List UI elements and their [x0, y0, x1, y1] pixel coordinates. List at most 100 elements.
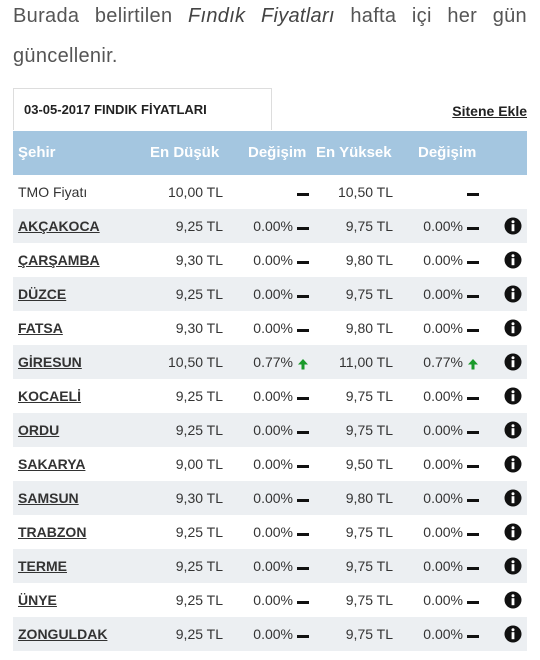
change-percent: 0.00%	[423, 490, 463, 506]
column-header: Değişim	[248, 144, 307, 161]
info-icon[interactable]	[504, 285, 522, 303]
trend-icon	[298, 359, 308, 370]
city-name[interactable]: DÜZCE	[18, 286, 67, 302]
change-percent: 0.77%	[253, 354, 293, 370]
city-name[interactable]: GİRESUN	[18, 354, 82, 370]
trend-icon	[297, 635, 309, 638]
trend-icon	[467, 635, 479, 638]
table-row: FATSA 9,30 TL 9,80 TL 0.00% 0.00%	[13, 311, 527, 345]
low-price: 9,00 TL	[175, 456, 223, 472]
info-icon[interactable]	[504, 319, 522, 337]
high-price: 9,75 TL	[345, 218, 393, 234]
info-icon[interactable]	[504, 455, 522, 473]
info-icon[interactable]	[504, 217, 522, 235]
info-icon[interactable]	[504, 387, 522, 405]
trend-icon	[467, 601, 479, 604]
change-percent: 0.00%	[253, 286, 293, 302]
high-price: 9,75 TL	[345, 422, 393, 438]
low-price: 9,25 TL	[175, 422, 223, 438]
city-name[interactable]: ÜNYE	[18, 592, 57, 608]
trend-icon	[297, 295, 309, 298]
table-row: TRABZON 9,25 TL 9,75 TL 0.00% 0.00%	[13, 515, 527, 549]
low-price: 9,30 TL	[175, 252, 223, 268]
trend-icon	[297, 227, 309, 230]
change-percent: 0.00%	[253, 524, 293, 540]
intro-emphasis: Fındık Fiyatları	[187, 5, 335, 27]
change-percent: 0.00%	[423, 388, 463, 404]
trend-icon	[297, 601, 309, 604]
low-price: 9,30 TL	[175, 490, 223, 506]
city-name[interactable]: KOCAELİ	[18, 388, 81, 404]
low-price: 9,25 TL	[175, 524, 223, 540]
change-percent: 0.00%	[253, 456, 293, 472]
city-name[interactable]: TRABZON	[18, 524, 87, 540]
trend-icon	[467, 295, 479, 298]
change-percent: 0.00%	[253, 626, 293, 642]
low-price: 9,25 TL	[175, 286, 223, 302]
info-icon[interactable]	[504, 625, 522, 643]
info-icon[interactable]	[504, 523, 522, 541]
trend-icon	[468, 359, 478, 370]
info-icon[interactable]	[504, 489, 522, 507]
city-name[interactable]: ZONGULDAK	[18, 626, 108, 642]
table-row: ÇARŞAMBA 9,30 TL 9,80 TL 0.00% 0.00%	[13, 243, 527, 277]
high-price: 9,80 TL	[345, 320, 393, 336]
trend-icon	[467, 397, 479, 400]
change-percent: 0.00%	[253, 388, 293, 404]
trend-icon	[297, 261, 309, 264]
table-header: Şehir En Düşük Değişim En Yüksek Değişim	[13, 131, 527, 175]
table-row: SAKARYA 9,00 TL 9,50 TL 0.00% 0.00%	[13, 447, 527, 481]
city-name[interactable]: AKÇAKOCA	[18, 218, 100, 234]
info-icon[interactable]	[504, 421, 522, 439]
change-percent: 0.00%	[423, 626, 463, 642]
change-percent: 0.00%	[253, 422, 293, 438]
column-header: Değişim	[418, 144, 477, 161]
table-row: AKÇAKOCA 9,25 TL 9,75 TL 0.00% 0.00%	[13, 209, 527, 243]
change-percent: 0.00%	[423, 422, 463, 438]
trend-icon	[467, 465, 479, 468]
city-name[interactable]: SAMSUN	[18, 490, 79, 506]
info-icon[interactable]	[504, 251, 522, 269]
change-percent: 0.00%	[423, 218, 463, 234]
change-percent: 0.00%	[253, 490, 293, 506]
city-name[interactable]: TERME	[18, 558, 67, 574]
table-row: TERME 9,25 TL 9,75 TL 0.00% 0.00%	[13, 549, 527, 583]
change-percent: 0.00%	[423, 286, 463, 302]
info-icon[interactable]	[504, 557, 522, 575]
change-percent: 0.00%	[253, 592, 293, 608]
trend-icon	[297, 567, 309, 570]
high-price: 9,75 TL	[345, 286, 393, 302]
city-name[interactable]: ORDU	[18, 422, 60, 438]
info-icon[interactable]	[504, 353, 522, 371]
table-row: ÜNYE 9,25 TL 9,75 TL 0.00% 0.00%	[13, 583, 527, 617]
high-price: 11,00 TL	[339, 354, 393, 370]
low-price: 9,25 TL	[175, 218, 223, 234]
trend-icon	[297, 193, 309, 196]
intro-before: Burada belirtilen	[13, 5, 173, 27]
add-to-site-link[interactable]: Sitene Ekle	[452, 103, 527, 119]
city-name[interactable]: SAKARYA	[18, 456, 86, 472]
low-price: 9,25 TL	[175, 592, 223, 608]
change-percent: 0.00%	[423, 456, 463, 472]
change-percent: 0.00%	[423, 320, 463, 336]
table-row: DÜZCE 9,25 TL 9,75 TL 0.00% 0.00%	[13, 277, 527, 311]
change-percent: 0.00%	[253, 558, 293, 574]
trend-icon	[467, 193, 479, 196]
low-price: 10,50 TL	[167, 354, 223, 370]
trend-icon	[297, 397, 309, 400]
low-price: 9,25 TL	[175, 388, 223, 404]
city-name[interactable]: ÇARŞAMBA	[18, 252, 100, 268]
table-row: GİRESUN 10,50 TL 11,00 TL 0.77% 0.77%	[13, 345, 527, 379]
change-percent: 0.00%	[423, 252, 463, 268]
change-percent: 0.77%	[423, 354, 463, 370]
low-price: 9,25 TL	[175, 558, 223, 574]
low-price: 9,25 TL	[175, 626, 223, 642]
trend-icon	[297, 499, 309, 502]
high-price: 10,50 TL	[337, 184, 393, 200]
info-icon[interactable]	[504, 591, 522, 609]
high-price: 9,75 TL	[345, 388, 393, 404]
tab-title: 03-05-2017 FINDIK FİYATLARI	[13, 88, 272, 130]
column-header: En Yüksek	[316, 144, 392, 161]
city-name[interactable]: FATSA	[18, 320, 63, 336]
